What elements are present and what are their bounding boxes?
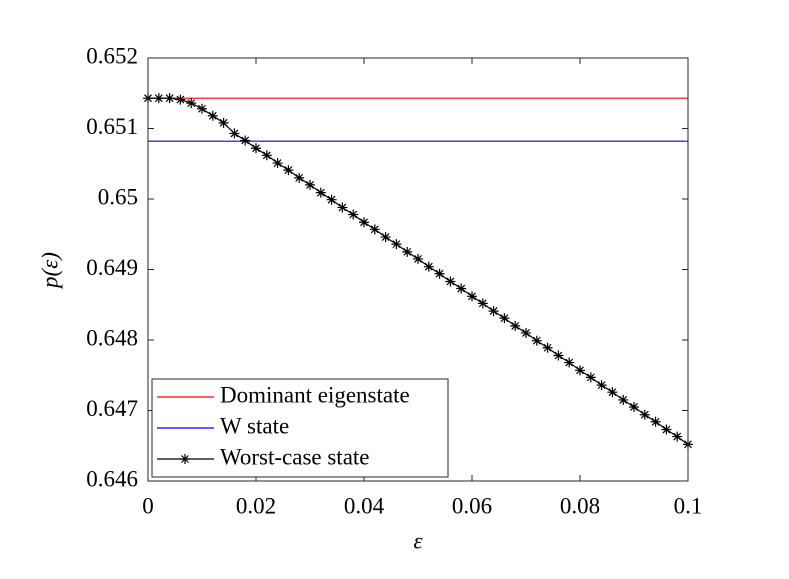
marker	[218, 117, 229, 128]
x-tick-label: 0.04	[344, 493, 385, 518]
marker	[629, 401, 639, 412]
y-tick-label: 0.646	[86, 466, 138, 491]
marker	[434, 268, 445, 279]
marker	[207, 110, 218, 121]
marker	[283, 165, 294, 176]
marker	[294, 172, 305, 183]
y-tick-label: 0.652	[86, 43, 138, 68]
marker	[326, 194, 337, 205]
marker	[402, 246, 413, 257]
marker	[164, 93, 175, 104]
x-tick-label: 0.08	[560, 493, 600, 518]
marker	[251, 143, 261, 154]
marker	[445, 276, 456, 287]
y-tick-label: 0.651	[86, 114, 138, 139]
marker	[315, 187, 326, 198]
marker	[661, 424, 672, 435]
marker	[488, 306, 499, 317]
marker	[153, 93, 164, 104]
marker	[575, 365, 585, 376]
marker	[197, 103, 207, 114]
marker	[564, 357, 575, 368]
x-tick-label: 0.1	[674, 493, 703, 518]
marker	[348, 209, 359, 220]
marker	[531, 335, 542, 346]
marker	[186, 98, 197, 109]
marker	[175, 94, 186, 105]
y-tick-label: 0.648	[86, 325, 138, 350]
x-tick-label: 0.02	[236, 493, 276, 518]
plot-frame	[147, 57, 689, 482]
marker	[423, 261, 434, 272]
marker	[369, 224, 380, 235]
y-axis-label: p(ε)	[37, 252, 62, 290]
marker	[477, 298, 488, 309]
marker	[380, 232, 391, 243]
y-tick-label: 0.647	[86, 396, 138, 421]
legend-label: W state	[220, 413, 289, 438]
marker	[510, 320, 521, 331]
marker	[467, 291, 477, 302]
marker	[542, 342, 553, 353]
marker	[359, 217, 369, 228]
marker	[521, 327, 531, 338]
marker	[391, 239, 402, 250]
marker	[672, 431, 683, 442]
x-tick-label: 0.06	[452, 493, 492, 518]
marker	[553, 350, 564, 361]
marker	[650, 416, 661, 427]
marker	[240, 135, 251, 146]
legend-label: Worst-case state	[220, 444, 370, 469]
y-tick-label: 0.65	[98, 184, 138, 209]
legend-label: Dominant eigenstate	[220, 382, 410, 407]
marker	[305, 179, 315, 190]
marker	[456, 283, 467, 294]
x-tick-label: 0	[142, 493, 154, 518]
marker	[337, 202, 348, 213]
marker	[596, 380, 607, 391]
marker	[261, 150, 272, 161]
x-axis-label: ε	[413, 528, 423, 553]
marker	[607, 387, 618, 398]
marker	[272, 158, 283, 169]
marker	[499, 313, 510, 324]
marker	[413, 253, 423, 264]
marker	[229, 128, 240, 139]
y-tick-label: 0.649	[86, 255, 138, 280]
marker	[585, 372, 596, 383]
marker	[618, 394, 629, 405]
legend-marker	[180, 454, 190, 464]
marker	[639, 409, 650, 420]
